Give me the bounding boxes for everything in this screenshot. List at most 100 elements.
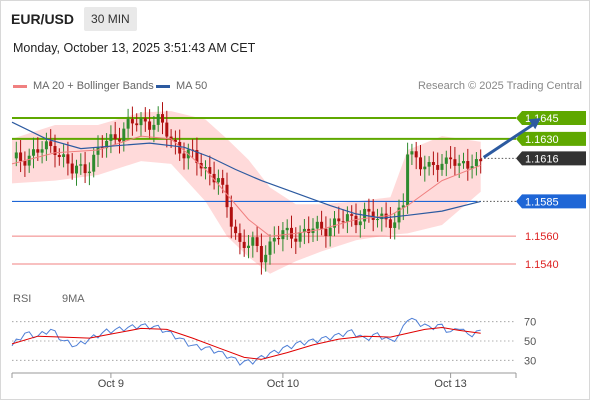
ma20-line bbox=[11, 135, 481, 237]
rsi-9ma-line bbox=[11, 326, 481, 360]
candle-body bbox=[388, 219, 392, 228]
price-level-tag: 1.1585 bbox=[516, 194, 586, 209]
candle-body bbox=[345, 214, 349, 222]
datetime-label: Monday, October 13, 2025 3:51:43 AM CET bbox=[13, 41, 256, 55]
candle-body bbox=[419, 157, 422, 170]
price-level-box bbox=[516, 194, 586, 209]
candle-body bbox=[36, 149, 40, 153]
candle-body bbox=[423, 166, 427, 170]
candle-body bbox=[333, 218, 336, 228]
legend-rsi-label: RSI bbox=[13, 293, 32, 305]
candle-body bbox=[397, 207, 401, 223]
candle-body bbox=[436, 165, 440, 170]
candle-body bbox=[371, 211, 375, 220]
candle-body bbox=[358, 221, 362, 226]
candle-body bbox=[277, 238, 281, 240]
chart-header: EUR/USD 30 MIN bbox=[0, 6, 137, 32]
candle-body bbox=[242, 241, 246, 248]
candle-body bbox=[328, 227, 332, 236]
candle-body bbox=[234, 226, 238, 234]
price-level-tag: 1.1560 bbox=[525, 231, 559, 243]
candle-body bbox=[457, 163, 461, 166]
candle-body bbox=[462, 161, 465, 164]
price-level-tag: 1.1616 bbox=[516, 151, 586, 166]
candle-body bbox=[474, 159, 478, 167]
candle-body bbox=[393, 222, 397, 228]
candle-body bbox=[341, 221, 345, 223]
price-level-label: 1.1585 bbox=[525, 196, 559, 208]
candle-body bbox=[298, 232, 302, 242]
candle-body bbox=[148, 121, 152, 130]
copyright-label: Research © 2025 Trading Central bbox=[417, 80, 582, 92]
candle-body bbox=[285, 227, 289, 231]
candle-body bbox=[32, 149, 35, 156]
candle-body bbox=[264, 254, 268, 263]
candle-body bbox=[470, 166, 474, 169]
symbol-label: EUR/USD bbox=[11, 11, 75, 27]
candle-body bbox=[337, 218, 341, 222]
price-level-label: 1.1616 bbox=[525, 153, 559, 165]
candle-body bbox=[444, 157, 448, 164]
candle-body bbox=[302, 228, 306, 233]
legend-9ma-label: 9MA bbox=[62, 293, 85, 305]
candle-body bbox=[440, 163, 444, 170]
legend-ma50-label: MA 50 bbox=[176, 80, 208, 92]
candle-body bbox=[354, 215, 358, 226]
candle-body bbox=[449, 157, 453, 160]
candle-body bbox=[100, 147, 104, 149]
price-level-box bbox=[516, 131, 586, 146]
x-tick-label: Oct 10 bbox=[267, 378, 299, 390]
candle-body bbox=[44, 141, 48, 150]
candle-body bbox=[259, 245, 263, 263]
candle-body bbox=[156, 114, 160, 125]
legend-ma20: MA 20 + Bollinger Bands bbox=[13, 80, 154, 92]
candle-body bbox=[53, 146, 57, 155]
candle-body bbox=[23, 160, 27, 166]
candles bbox=[14, 102, 483, 275]
candle-body bbox=[251, 237, 255, 246]
price-level-label: 1.1560 bbox=[525, 231, 559, 243]
candle-body bbox=[143, 118, 147, 122]
candle-body bbox=[427, 162, 431, 167]
price-level-label: 1.1645 bbox=[525, 113, 559, 125]
candle-body bbox=[376, 219, 379, 221]
candle-body bbox=[118, 139, 121, 142]
candle-body bbox=[19, 152, 23, 161]
candle-body bbox=[315, 221, 319, 229]
candle-body bbox=[247, 245, 250, 248]
candle-body bbox=[324, 228, 328, 236]
price-level-label: 1.1630 bbox=[525, 134, 559, 146]
candle-body bbox=[126, 119, 130, 129]
x-tick-label: Oct 9 bbox=[98, 378, 124, 390]
candle-body bbox=[165, 122, 169, 137]
candle-body bbox=[122, 128, 126, 142]
candle-body bbox=[367, 208, 371, 212]
candle-body bbox=[57, 154, 61, 157]
legend-ma50: MA 50 bbox=[156, 80, 207, 92]
candle-body bbox=[229, 207, 233, 227]
candle-body bbox=[268, 241, 272, 255]
candle-body bbox=[294, 238, 298, 242]
candle-body bbox=[83, 164, 87, 174]
ma50-line bbox=[11, 121, 481, 219]
candle-body bbox=[113, 134, 117, 140]
candle-body bbox=[466, 161, 470, 169]
legend-ma20-label: MA 20 + Bollinger Bands bbox=[33, 80, 154, 92]
candle-body bbox=[453, 159, 457, 166]
timeframe-selector[interactable]: 30 MIN bbox=[84, 7, 137, 31]
candle-body bbox=[105, 140, 109, 149]
candle-body bbox=[75, 165, 78, 174]
legend-rsi: RSI bbox=[13, 293, 31, 305]
candle-body bbox=[182, 153, 186, 159]
candle-body bbox=[66, 154, 70, 164]
candle-body bbox=[350, 214, 354, 216]
price-level-box bbox=[516, 151, 586, 166]
candle-body bbox=[431, 162, 435, 166]
candle-body bbox=[62, 154, 66, 157]
candle-body bbox=[27, 155, 31, 166]
candle-body bbox=[96, 147, 100, 155]
bollinger-band bbox=[12, 111, 481, 274]
candle-body bbox=[410, 151, 414, 155]
rsi-tick-label: 30 bbox=[524, 355, 536, 367]
